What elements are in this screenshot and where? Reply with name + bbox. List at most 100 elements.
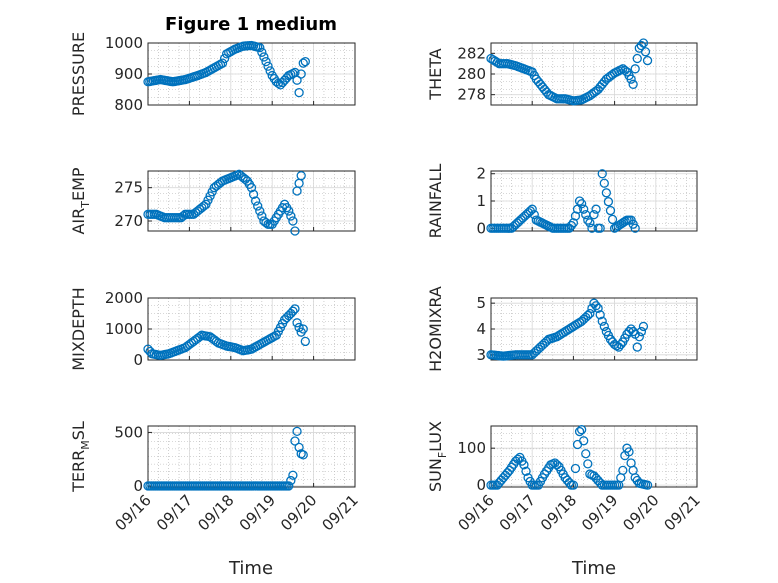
- figure-title: Figure 1 medium: [165, 14, 337, 35]
- y-tick-label: 280: [457, 65, 486, 83]
- data-point: [217, 58, 228, 68]
- y-tick-label: 800: [114, 96, 143, 114]
- y-tick-label: 3: [476, 346, 486, 364]
- subplot-4: 0 1 2 RAINFALL: [426, 164, 698, 239]
- data-point: [599, 321, 609, 332]
- y-tick-label: 100: [457, 439, 486, 457]
- y-tick-label: 278: [457, 86, 486, 104]
- data-point: [616, 473, 626, 483]
- data-point: [300, 56, 310, 67]
- data-point: [263, 61, 273, 71]
- y-label-main: RAINFALL: [426, 164, 445, 239]
- data-point: [292, 75, 302, 85]
- y-tick-label: 275: [114, 179, 143, 197]
- y-label-main: TERR: [69, 450, 88, 493]
- data-point: [632, 53, 642, 64]
- data-point: [257, 47, 267, 57]
- subplot-1: 800 900 1000 PRESSURE: [69, 32, 356, 116]
- data-point: [261, 56, 271, 67]
- y-axis-label: THETA: [426, 48, 445, 100]
- data-point: [579, 436, 589, 446]
- data-point: [624, 447, 634, 457]
- y-tick-label: 282: [457, 44, 486, 62]
- data-point: [568, 218, 579, 228]
- data-point: [290, 304, 300, 314]
- x-tick-label: 09/19: [578, 491, 621, 534]
- x-tick-label: 09/20: [277, 491, 320, 534]
- data-point: [634, 332, 644, 342]
- data-point: [539, 84, 550, 95]
- subplot-5: 0 1000 2000 MIXDEPTH: [69, 287, 356, 371]
- data-point: [605, 205, 616, 216]
- y-tick-label: 270: [114, 212, 143, 230]
- data-point: [576, 425, 587, 435]
- data-point: [589, 209, 599, 220]
- subplot-6: 3 4 5 H2OMIXRA: [426, 286, 698, 372]
- data-point: [583, 215, 593, 225]
- data-point: [583, 459, 593, 469]
- data-point: [636, 40, 647, 51]
- axes-box: [147, 170, 356, 232]
- x-tick-label: 09/16: [455, 491, 498, 534]
- y-tick-label: 2000: [105, 289, 143, 307]
- data-point: [601, 188, 612, 198]
- x-axis-label-right: Time: [571, 558, 616, 579]
- y-axis-label: SUNFLUX: [426, 421, 449, 492]
- data-point: [286, 475, 296, 486]
- y-tick-label: 5: [476, 294, 486, 312]
- y-tick-label: 1: [476, 192, 486, 210]
- data-point: [576, 199, 587, 209]
- y-label-main: MIXDEPTH: [69, 287, 88, 370]
- data-point: [250, 196, 261, 206]
- data-point: [607, 214, 618, 225]
- data-point: [585, 218, 595, 228]
- data-point: [570, 211, 581, 221]
- data-point: [618, 465, 628, 476]
- y-axis-label: AIRTEMP: [69, 167, 92, 234]
- data-point: [288, 470, 298, 480]
- y-label-sub: T: [79, 201, 92, 209]
- data-point: [286, 211, 296, 221]
- y-tick-label: 0: [133, 351, 143, 369]
- y-tick-label: 4: [476, 320, 486, 338]
- data-point: [246, 183, 257, 193]
- y-tick-label: 1000: [105, 34, 143, 52]
- data-point: [259, 52, 269, 62]
- y-axis-label: RAINFALL: [426, 164, 445, 239]
- data-point: [253, 201, 263, 211]
- data-point: [294, 178, 304, 188]
- data-point: [620, 216, 630, 226]
- data-point: [535, 79, 546, 89]
- data-point: [581, 449, 591, 459]
- data-point: [638, 38, 649, 48]
- axes-box: [490, 425, 698, 488]
- y-tick-label: 0: [476, 219, 486, 237]
- data-point: [638, 321, 649, 332]
- data-point: [533, 77, 544, 87]
- data-point: [255, 206, 265, 216]
- data-point: [296, 69, 306, 79]
- data-point: [595, 223, 605, 233]
- data-point: [570, 463, 581, 474]
- data-point: [292, 426, 302, 437]
- x-tick-label: 09/20: [619, 491, 662, 534]
- data-point: [519, 460, 529, 470]
- data-point: [595, 310, 605, 320]
- data-point: [626, 458, 636, 468]
- data-point: [284, 481, 294, 491]
- data-point: [296, 171, 306, 181]
- data-point: [298, 324, 308, 334]
- data-point: [298, 58, 308, 68]
- data-point: [255, 43, 265, 53]
- data-point: [257, 211, 267, 221]
- y-label-main: THETA: [426, 48, 445, 100]
- data-point: [294, 442, 304, 453]
- subplot-2: 278 280 282 THETA: [426, 38, 698, 106]
- y-tick-label: 0: [476, 476, 486, 494]
- data-point: [640, 47, 651, 57]
- data-point: [626, 74, 636, 84]
- data-point: [294, 87, 304, 98]
